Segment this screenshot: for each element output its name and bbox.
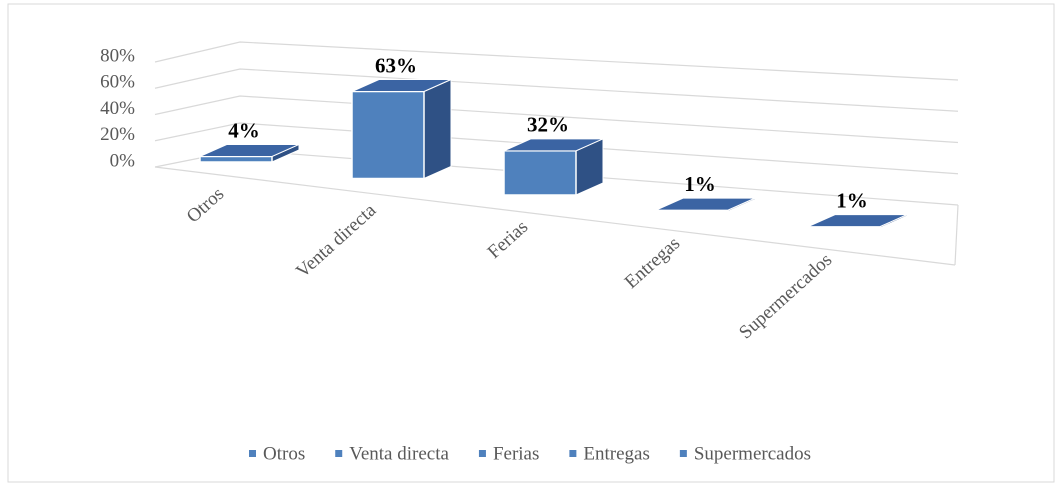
y-tick-label: 20% — [100, 124, 135, 145]
legend-label: Ferias — [493, 443, 539, 464]
value-label: 1% — [836, 188, 868, 212]
bar-side — [423, 78, 452, 180]
bar-top — [807, 214, 908, 228]
y-tick-label: 60% — [100, 72, 135, 93]
bar-front — [503, 150, 577, 196]
value-label: 32% — [527, 113, 569, 137]
y-tick-label: 80% — [100, 45, 135, 66]
grid-line — [154, 68, 959, 112]
bar-top — [351, 79, 452, 93]
bar-front — [199, 155, 273, 163]
legend-label: Entregas — [583, 443, 649, 464]
legend-label: Otros — [263, 443, 305, 464]
legend-swatch — [249, 450, 256, 457]
chart-frame — [7, 3, 1055, 483]
value-label: 4% — [228, 118, 260, 142]
legend-swatch — [679, 450, 687, 457]
legend-swatch — [569, 450, 577, 457]
bar-front — [351, 90, 425, 180]
floor-edge — [154, 166, 956, 266]
bar-top — [503, 138, 604, 152]
grid-line — [154, 122, 959, 175]
grid-line — [154, 95, 959, 144]
grid-line — [154, 41, 959, 81]
legend-swatch — [335, 450, 343, 457]
value-label: 1% — [684, 172, 716, 196]
floor-side — [954, 204, 959, 266]
legend-label: Supermercados — [694, 443, 811, 464]
bar-top — [655, 197, 756, 211]
legend-swatch — [478, 450, 486, 457]
bar-top — [199, 143, 300, 157]
legend-label: Venta directa — [349, 443, 449, 464]
value-label: 63% — [375, 53, 417, 77]
y-tick-label: 40% — [100, 98, 135, 119]
y-tick-label: 0% — [110, 150, 136, 171]
